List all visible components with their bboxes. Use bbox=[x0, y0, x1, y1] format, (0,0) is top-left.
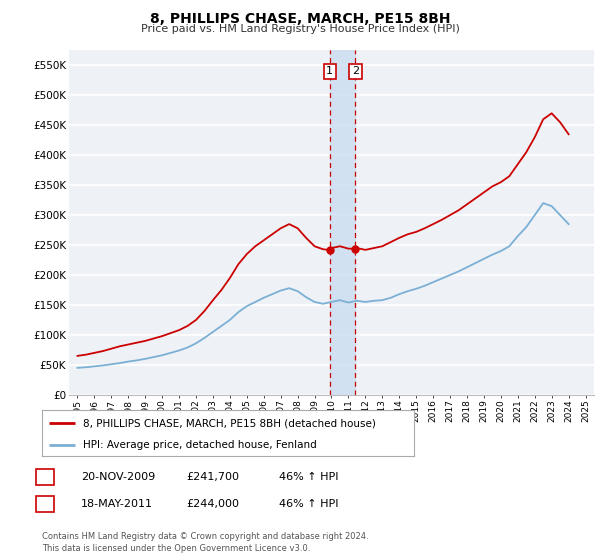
Text: 20-NOV-2009: 20-NOV-2009 bbox=[81, 472, 155, 482]
Text: 46% ↑ HPI: 46% ↑ HPI bbox=[279, 472, 338, 482]
Text: 8, PHILLIPS CHASE, MARCH, PE15 8BH (detached house): 8, PHILLIPS CHASE, MARCH, PE15 8BH (deta… bbox=[83, 418, 376, 428]
Text: 46% ↑ HPI: 46% ↑ HPI bbox=[279, 499, 338, 509]
Text: 2: 2 bbox=[41, 499, 49, 509]
Text: Contains HM Land Registry data © Crown copyright and database right 2024.
This d: Contains HM Land Registry data © Crown c… bbox=[42, 532, 368, 553]
Text: 18-MAY-2011: 18-MAY-2011 bbox=[81, 499, 153, 509]
Text: Price paid vs. HM Land Registry's House Price Index (HPI): Price paid vs. HM Land Registry's House … bbox=[140, 24, 460, 34]
Bar bbox=[330, 50, 355, 395]
Text: 1: 1 bbox=[41, 472, 49, 482]
Text: 1: 1 bbox=[326, 67, 334, 76]
Text: 8, PHILLIPS CHASE, MARCH, PE15 8BH: 8, PHILLIPS CHASE, MARCH, PE15 8BH bbox=[150, 12, 450, 26]
Text: £244,000: £244,000 bbox=[186, 499, 239, 509]
Text: HPI: Average price, detached house, Fenland: HPI: Average price, detached house, Fenl… bbox=[83, 440, 317, 450]
Text: 2: 2 bbox=[352, 67, 359, 76]
Text: £241,700: £241,700 bbox=[186, 472, 239, 482]
